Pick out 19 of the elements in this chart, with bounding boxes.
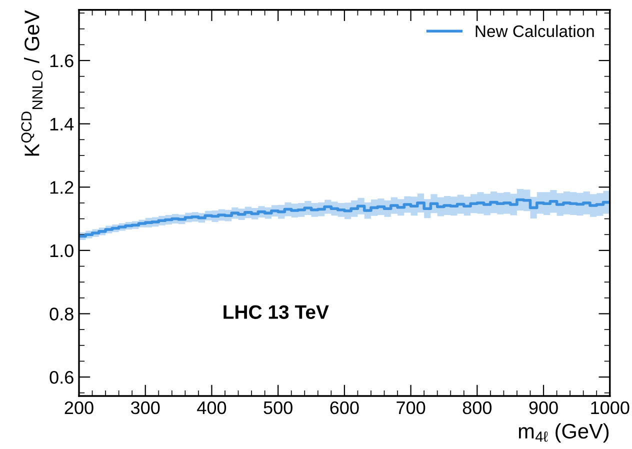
annotation: LHC 13 TeV xyxy=(224,305,329,320)
x-tick-label: 600 xyxy=(330,401,359,414)
y-tick-label: 0.8 xyxy=(50,308,74,320)
x-tick-label: 900 xyxy=(529,401,558,414)
x-tick-label: 500 xyxy=(264,401,292,414)
y-tick-label: 1.2 xyxy=(50,181,74,194)
x-axis-title: m$_{4ℓ}$ (GeV) xyxy=(518,423,609,443)
y-tick-label: 0.6 xyxy=(50,370,74,384)
x-tick-label: 800 xyxy=(462,401,492,414)
y-tick-label: 1.4 xyxy=(50,118,74,130)
y-axis-title: K$^{QCD}$$_{NNLO}$ / GeV xyxy=(21,10,43,156)
x-tick-label: 1000 xyxy=(591,401,630,414)
x-tick-label: 700 xyxy=(396,401,426,414)
x-tick-label: 300 xyxy=(130,401,160,414)
x-tick-label: 400 xyxy=(197,401,226,414)
y-tick-label: 1.6 xyxy=(50,54,74,68)
legend-label: New Calculation xyxy=(476,24,594,38)
y-tick-label: 1.0 xyxy=(50,244,74,258)
x-tick-label: 200 xyxy=(64,401,94,414)
